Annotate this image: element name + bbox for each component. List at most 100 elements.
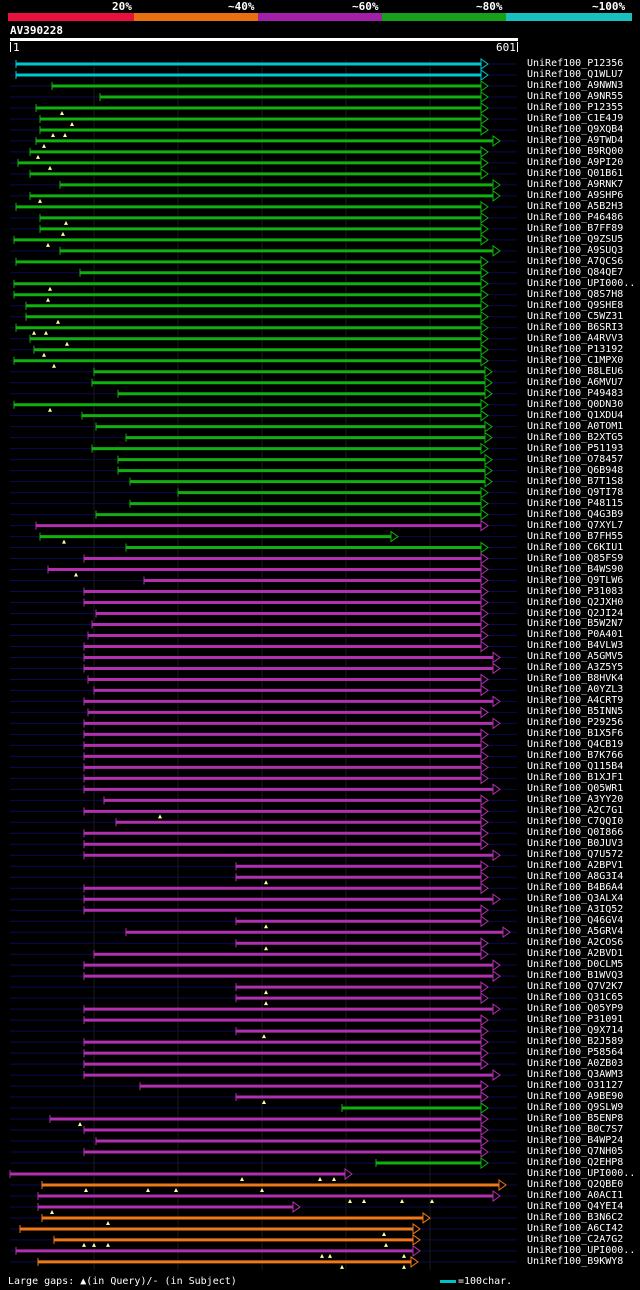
hit-label[interactable]: UniRef100_A0YZL3 [527,684,624,696]
hit-label[interactable]: UniRef100_A5GMV5 [527,651,624,663]
hit-label[interactable]: UniRef100_A9BE90 [527,1091,624,1103]
hit-label[interactable]: UniRef100_Q9TLW6 [527,574,624,586]
hit-label[interactable]: UniRef100_A2C7G1 [527,805,624,817]
hit-label[interactable]: UniRef100_P13192 [527,343,624,355]
hit-label[interactable]: UniRef100_Q7XYL7 [527,519,624,531]
hit-label[interactable]: UniRef100_Q9TI78 [527,486,624,498]
hit-label[interactable]: UniRef100_A3Z5Y5 [527,662,624,674]
hit-label[interactable]: UniRef100_A4RVV3 [527,332,624,344]
hit-label[interactable]: UniRef100_A0ZB03 [527,1058,624,1070]
hit-label[interactable]: UniRef100_P12356 [527,58,624,69]
hit-label[interactable]: UniRef100_Q8S7H8 [527,288,624,300]
hit-label[interactable]: UniRef100_P29256 [527,717,624,729]
hit-label[interactable]: UniRef100_Q4G3B9 [527,508,624,520]
hit-label[interactable]: UniRef100_A2BPV1 [527,860,624,872]
hit-label[interactable]: UniRef100_A3YY20 [527,794,624,806]
hit-label[interactable]: UniRef100_A5GRV4 [527,926,624,938]
hit-label[interactable]: UniRef100_B4VLW3 [527,640,624,652]
hit-label[interactable]: UniRef100_A9PI20 [527,156,624,168]
hit-label[interactable]: UniRef100_Q4CB19 [527,739,624,751]
hit-label[interactable]: UniRef100_A2BVD1 [527,948,624,960]
hit-label[interactable]: UniRef100_A2COS6 [527,937,624,949]
hit-label[interactable]: UniRef100_A6MVU7 [527,376,624,388]
hit-label[interactable]: UniRef100_P58564 [527,1047,624,1059]
hit-label[interactable]: UniRef100_Q9SLW9 [527,1102,624,1114]
hit-label[interactable]: UniRef100_B4WS90 [527,563,624,575]
hit-label[interactable]: UniRef100_Q1WLU7 [527,68,624,80]
hit-label[interactable]: UniRef100_A7QCS6 [527,255,624,267]
hit-label[interactable]: UniRef100_B1WVQ3 [527,970,624,982]
hit-label[interactable]: UniRef100_Q7NH05 [527,1146,624,1157]
hit-label[interactable]: UniRef100_B8LEU6 [527,365,624,377]
hit-label[interactable]: UniRef100_Q2EHP8 [527,1157,624,1168]
hit-label[interactable]: UniRef100_Q6B948 [527,464,624,476]
hit-label[interactable]: UniRef100_D0CLM5 [527,959,624,971]
hit-label[interactable]: UniRef100_B8HVK4 [527,673,624,685]
hit-label[interactable]: UniRef100_A9RNK7 [527,178,624,190]
hit-label[interactable]: UniRef100_B0C7S7 [527,1124,624,1136]
hit-label[interactable]: UniRef100_A0TOM1 [527,420,624,432]
hit-label[interactable]: UniRef100_O31127 [527,1080,624,1092]
hit-label[interactable]: UniRef100_B9RQ00 [527,145,624,157]
hit-label[interactable]: UniRef100_Q31C65 [527,992,624,1004]
hit-label[interactable]: UniRef100_A9TWD4 [527,134,624,146]
hit-label[interactable]: UniRef100_Q4YEI4 [527,1200,624,1212]
hit-label[interactable]: UniRef100_C5WZ31 [527,310,624,322]
hit-label[interactable]: UniRef100_B9KWY8 [527,1255,624,1267]
hit-label[interactable]: UniRef100_UPI000.. [527,1167,636,1179]
hit-label[interactable]: UniRef100_B6SRI3 [527,321,624,333]
hit-label[interactable]: UniRef100_B7FH55 [527,530,624,542]
hit-label[interactable]: UniRef100_C1E4J9 [527,112,624,124]
hit-label[interactable]: UniRef100_A9NR55 [527,90,624,102]
hit-label[interactable]: UniRef100_UPI000.. [527,1244,636,1256]
hit-label[interactable]: UniRef100_C2A7G2 [527,1233,624,1245]
hit-label[interactable]: UniRef100_C1MPX0 [527,354,624,366]
hit-label[interactable]: UniRef100_B1XJF1 [527,772,624,784]
hit-label[interactable]: UniRef100_Q05WR1 [527,783,624,795]
hit-label[interactable]: UniRef100_C6KIU1 [527,541,624,553]
hit-label[interactable]: UniRef100_B4B6A4 [527,882,624,894]
hit-label[interactable]: UniRef100_A0ACI1 [527,1189,624,1201]
hit-label[interactable]: UniRef100_Q05YP9 [527,1003,624,1015]
hit-label[interactable]: UniRef100_C7QQI0 [527,816,624,828]
hit-label[interactable]: UniRef100_P48115 [527,497,624,509]
hit-label[interactable]: UniRef100_Q0DN30 [527,398,624,410]
hit-label[interactable]: UniRef100_Q46GV4 [527,915,624,927]
hit-label[interactable]: UniRef100_P31083 [527,585,624,597]
hit-label[interactable]: UniRef100_B5INN5 [527,706,624,718]
hit-label[interactable]: UniRef100_B5W2N7 [527,618,624,630]
hit-label[interactable]: UniRef100_Q9X714 [527,1025,624,1037]
hit-label[interactable]: UniRef100_P12355 [527,101,624,113]
hit-label[interactable]: UniRef100_P51193 [527,442,624,454]
hit-label[interactable]: UniRef100_A8G3I4 [527,871,624,883]
hit-label[interactable]: UniRef100_Q2JXH0 [527,596,624,608]
hit-label[interactable]: UniRef100_B7T1S8 [527,475,624,487]
hit-label[interactable]: UniRef100_Q115B4 [527,761,624,773]
hit-label[interactable]: UniRef100_B1X5F6 [527,728,624,740]
hit-label[interactable]: UniRef100_B7FF89 [527,222,624,234]
hit-label[interactable]: UniRef100_A4CRT9 [527,695,624,707]
hit-label[interactable]: UniRef100_P49483 [527,387,624,399]
hit-label[interactable]: UniRef100_Q1XDU4 [527,409,624,421]
hit-label[interactable]: UniRef100_P31091 [527,1014,624,1026]
hit-label[interactable]: UniRef100_B5ENP8 [527,1113,624,1125]
hit-label[interactable]: UniRef100_Q2JI24 [527,607,624,619]
hit-label[interactable]: UniRef100_A9SHP6 [527,189,624,201]
hit-label[interactable]: UniRef100_Q7U572 [527,849,624,861]
hit-label[interactable]: UniRef100_Q2QBE0 [527,1178,624,1190]
hit-label[interactable]: UniRef100_Q85FS9 [527,552,624,564]
hit-label[interactable]: UniRef100_B2XTG5 [527,431,624,443]
hit-label[interactable]: UniRef100_Q84QE7 [527,266,624,278]
hit-label[interactable]: UniRef100_B3N6C2 [527,1211,624,1223]
hit-label[interactable]: UniRef100_A5B2H3 [527,200,624,212]
hit-label[interactable]: UniRef100_Q3ALX4 [527,893,624,905]
hit-label[interactable]: UniRef100_Q9SHE8 [527,299,624,311]
hit-label[interactable]: UniRef100_A9SUQ3 [527,244,624,256]
hit-label[interactable]: UniRef100_UPI000.. [527,277,636,289]
hit-label[interactable]: UniRef100_B0JUV3 [527,838,624,850]
hit-label[interactable]: UniRef100_Q9ZSU5 [527,233,624,245]
hit-label[interactable]: UniRef100_Q0I866 [527,827,624,839]
hit-label[interactable]: UniRef100_P46486 [527,211,624,223]
hit-label[interactable]: UniRef100_A6CI42 [527,1222,624,1234]
hit-label[interactable]: UniRef100_A3IQ52 [527,904,624,916]
